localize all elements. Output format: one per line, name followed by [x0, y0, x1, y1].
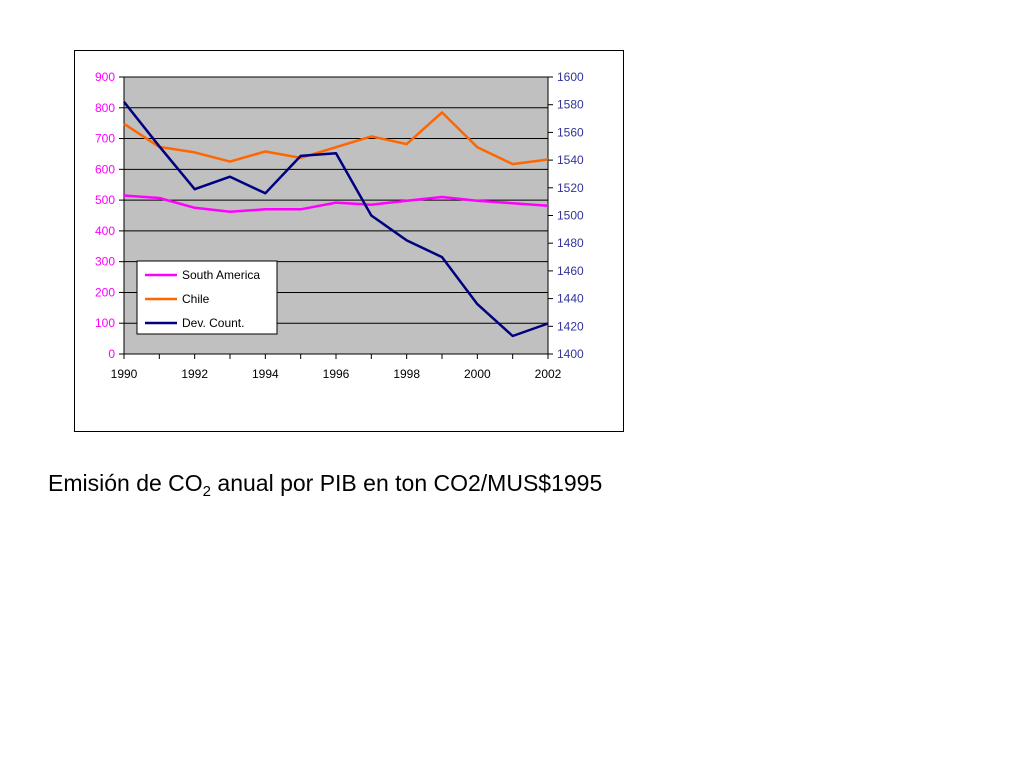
y-right-tick-label: 1420 — [557, 319, 584, 333]
y-left-tick-label: 200 — [95, 285, 115, 299]
series-line-dev-count — [123, 101, 549, 338]
legend-label: Chile — [182, 292, 210, 306]
x-tick-label: 2002 — [535, 367, 562, 381]
y-right-tick-label: 1580 — [557, 98, 584, 112]
y-right-tick-label: 1540 — [557, 153, 584, 167]
y-left-tick-label: 900 — [95, 70, 115, 84]
y-right-tick-label: 1500 — [557, 209, 584, 223]
caption-text-start: Emisión de CO — [48, 470, 203, 496]
caption-subscript: 2 — [202, 483, 212, 500]
x-tick-label: 1990 — [111, 367, 138, 381]
y-left-tick-label: 700 — [95, 132, 115, 146]
y-right-tick-label: 1440 — [557, 292, 584, 306]
y-right-tick-label: 1480 — [557, 236, 584, 250]
y-left-tick-label: 0 — [108, 347, 115, 361]
y-right-tick-label: 1560 — [557, 125, 584, 139]
y-left-tick-label: 300 — [95, 255, 115, 269]
y-left-tick-label: 100 — [95, 316, 115, 330]
y-right-tick-label: 1460 — [557, 264, 584, 278]
y-right-tick-label: 1520 — [557, 181, 584, 195]
x-tick-label: 1996 — [323, 367, 350, 381]
x-tick-label: 2000 — [464, 367, 491, 381]
series-lines — [123, 101, 549, 338]
caption-text-end: anual por PIB en ton CO2/MUS$1995 — [211, 470, 603, 496]
y-left-tick-label: 500 — [95, 193, 115, 207]
legend: South America Chile Dev. Count. — [136, 260, 278, 335]
legend-label: South America — [182, 268, 260, 282]
series-line-south-america — [123, 194, 549, 214]
chart-caption: Emisión de CO2 anual por PIB en ton CO2/… — [48, 470, 602, 500]
x-tick-label: 1998 — [393, 367, 420, 381]
axes: 0 100 200 300 400 500 600 700 800 900 1400 1420 1440… — [95, 70, 584, 381]
x-tick-label: 1994 — [252, 367, 279, 381]
y-left-tick-label: 800 — [95, 101, 115, 115]
series-line-chile — [123, 111, 549, 166]
chart-frame: 0 100 200 300 400 500 600 700 800 900 1400 1420 1440… — [74, 50, 624, 432]
y-left-tick-label: 400 — [95, 224, 115, 238]
legend-label: Dev. Count. — [182, 316, 244, 330]
y-left-tick-label: 600 — [95, 162, 115, 176]
y-right-tick-label: 1600 — [557, 70, 584, 84]
y-right-tick-label: 1400 — [557, 347, 584, 361]
line-chart: 0 100 200 300 400 500 600 700 800 900 1400 1420 1440… — [95, 70, 584, 381]
x-tick-label: 1992 — [181, 367, 208, 381]
